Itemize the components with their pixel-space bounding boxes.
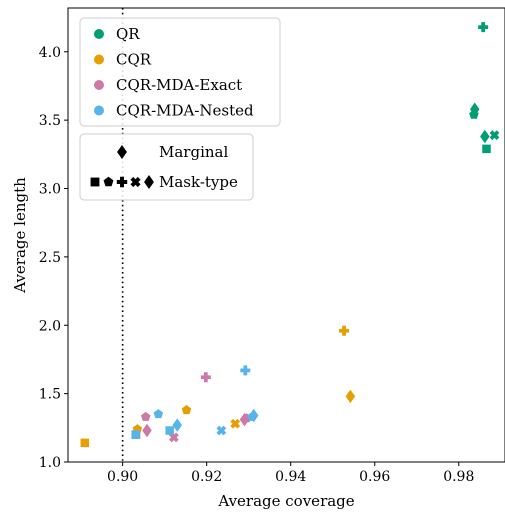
legend-types: Marginal Mask-type: [79, 133, 254, 201]
y-tick-label: 2.0: [39, 318, 61, 334]
legend-swatch: [94, 80, 104, 90]
data-point: [482, 144, 491, 154]
data-point: [131, 430, 140, 439]
legend-marker: [130, 176, 141, 188]
data-point: [469, 109, 479, 119]
data-point: [478, 22, 489, 33]
data-point: [480, 129, 490, 144]
legend-label: QR: [116, 25, 140, 43]
y-tick-label: 1.0: [39, 455, 61, 471]
y-tick-label: 2.5: [39, 250, 61, 266]
y-tick-label: 3.5: [39, 113, 61, 129]
data-point: [181, 405, 192, 415]
x-tick-label: 0.92: [191, 469, 222, 485]
data-point: [165, 426, 174, 435]
data-point: [345, 389, 356, 404]
data-point: [248, 408, 259, 423]
legend-methods: QR CQR CQR-MDA-Exact CQR-MDA-Nested: [79, 17, 281, 127]
x-axis-label: Average coverage: [217, 492, 354, 510]
legend-label: Marginal: [159, 143, 228, 161]
legend-swatch: [94, 29, 104, 39]
legend-swatch: [94, 105, 104, 116]
data-point: [339, 325, 350, 336]
axis-ticks: 0.90 0.92 0.94 0.96 0.98 1.0 1.5 2.0 2.5 3.0 3.5 4.…: [39, 45, 475, 485]
legend-marker: [90, 177, 100, 187]
data-point: [200, 372, 211, 383]
plot-frame: [67, 7, 505, 463]
legend-marker: [116, 176, 128, 188]
data-point: [80, 438, 90, 448]
data-point: [216, 425, 227, 436]
y-tick-label: 1.5: [39, 387, 61, 403]
x-tick-label: 0.96: [359, 469, 390, 485]
legend-marker: [103, 176, 114, 187]
legend-label: CQR-MDA-Nested: [116, 102, 254, 120]
data-points: [80, 22, 500, 448]
legend-label: Mask-type: [159, 173, 238, 191]
legend-label: CQR: [116, 51, 152, 69]
data-point: [140, 411, 151, 421]
data-point: [169, 432, 179, 443]
legend-marker: [144, 174, 154, 190]
data-point: [142, 423, 152, 438]
legend-label: CQR-MDA-Exact: [116, 76, 242, 94]
y-tick-label: 3.0: [39, 182, 61, 198]
x-tick-label: 0.98: [443, 469, 474, 485]
data-point: [172, 418, 182, 432]
data-point: [240, 365, 251, 376]
y-axis-label: Average length: [11, 177, 29, 294]
y-tick-label: 4.0: [39, 45, 61, 61]
x-tick-label: 0.94: [275, 469, 306, 485]
data-point: [230, 418, 241, 429]
legend-swatch: [94, 54, 104, 65]
legend-methods-box: [79, 17, 281, 127]
legend-marker: [117, 144, 127, 160]
data-point: [489, 130, 500, 141]
data-point: [153, 409, 164, 419]
x-tick-label: 0.90: [107, 469, 138, 485]
